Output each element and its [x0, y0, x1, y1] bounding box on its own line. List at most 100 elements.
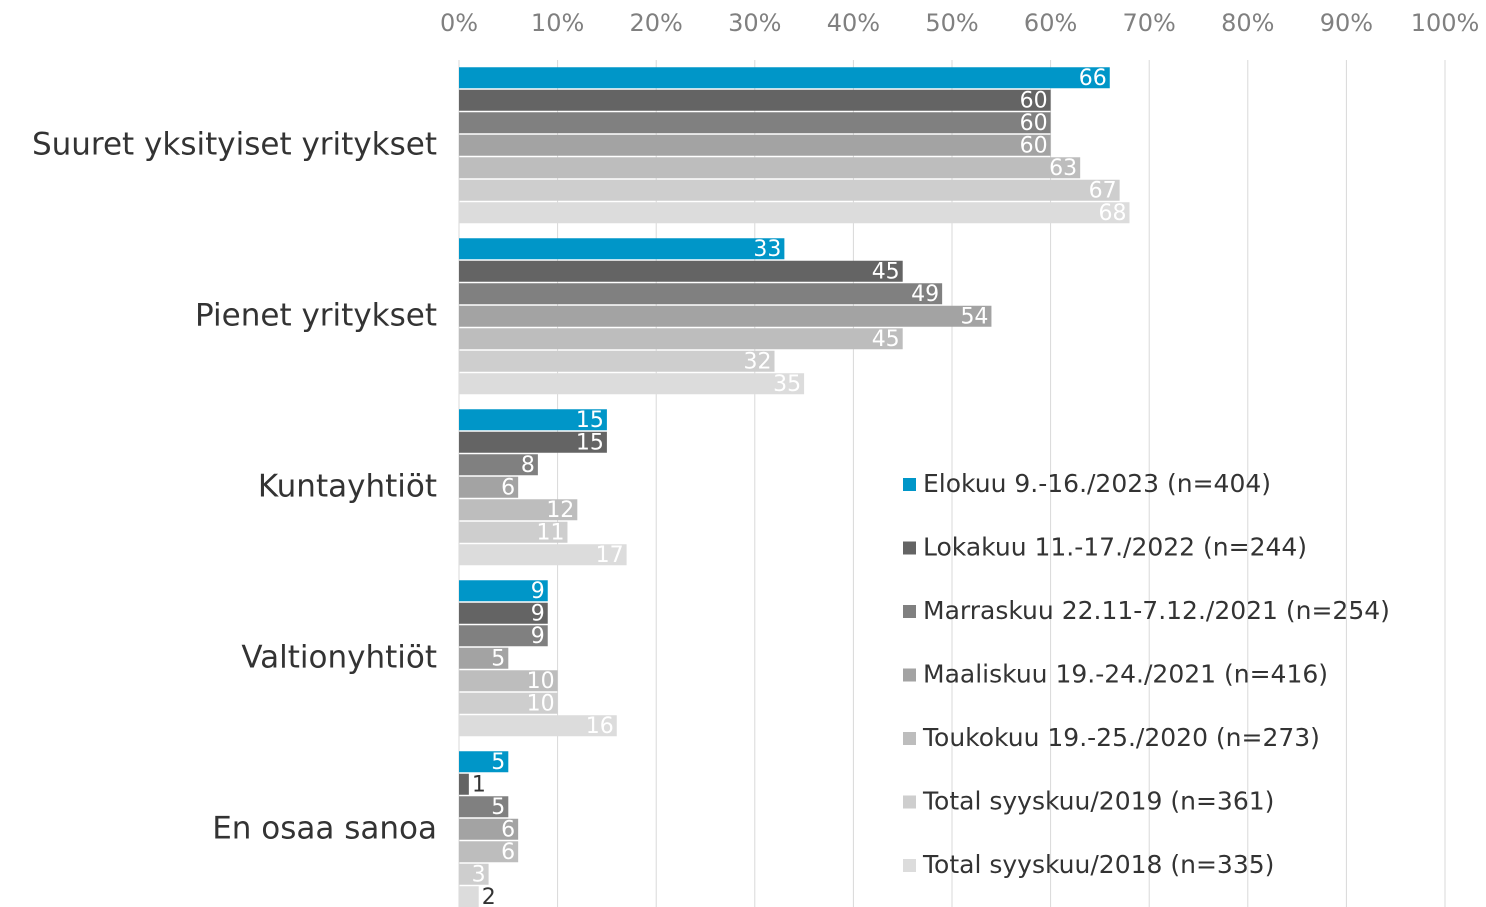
bar [459, 670, 558, 692]
bar [459, 305, 992, 327]
legend-swatch [903, 541, 916, 555]
data-label: 9 [531, 624, 545, 649]
bar [459, 647, 509, 669]
category-label: Pienet yritykset [195, 298, 437, 334]
bar [459, 89, 1051, 111]
data-label: 33 [753, 237, 781, 262]
legend-swatch [903, 478, 916, 491]
bar [459, 886, 479, 907]
data-label: 54 [960, 304, 988, 329]
legend-swatch [903, 795, 916, 809]
category-label: Valtionyhtiöt [241, 640, 437, 676]
bar [459, 67, 1110, 89]
bar [459, 625, 548, 647]
data-label: 32 [744, 349, 772, 374]
data-label: 8 [521, 453, 535, 478]
data-label: 60 [1020, 111, 1048, 136]
bar [459, 544, 627, 566]
data-label: 60 [1020, 133, 1048, 158]
bar [459, 773, 469, 795]
x-tick-label: 40% [827, 9, 880, 37]
bar [459, 818, 519, 840]
bar [459, 238, 785, 260]
legend-label: Maaliskuu 19.-24./2021 (n=416) [923, 660, 1328, 689]
bar [459, 134, 1051, 156]
data-label: 17 [596, 543, 624, 568]
bar [459, 863, 489, 885]
bar [459, 260, 903, 282]
bar [459, 409, 607, 431]
bar [459, 202, 1130, 224]
category-label: Kuntayhtiöt [258, 469, 437, 505]
data-label: 6 [501, 475, 515, 500]
bar [459, 283, 943, 305]
data-label: 66 [1079, 66, 1107, 91]
data-label: 6 [501, 840, 515, 865]
x-tick-label: 10% [531, 9, 584, 37]
legend-swatch [903, 668, 916, 682]
bar [459, 521, 568, 543]
data-label: 9 [531, 601, 545, 626]
x-tick-label: 50% [925, 9, 978, 37]
x-tick-label: 30% [728, 9, 781, 37]
x-tick-label: 80% [1221, 9, 1274, 37]
data-label: 2 [482, 885, 496, 907]
bar [459, 157, 1081, 179]
bar [459, 373, 805, 395]
x-tick-label: 0% [440, 9, 478, 37]
data-label: 9 [531, 579, 545, 604]
data-label: 5 [491, 750, 505, 775]
legend-label: Toukokuu 19.-25./2020 (n=273) [922, 723, 1320, 752]
data-label: 63 [1049, 156, 1077, 181]
data-label: 10 [527, 691, 555, 716]
data-label: 67 [1089, 178, 1117, 203]
data-label: 15 [576, 430, 604, 455]
data-label: 5 [491, 646, 505, 671]
data-label: 11 [536, 520, 564, 545]
data-label: 3 [472, 862, 486, 887]
data-label: 15 [576, 408, 604, 433]
bar [459, 841, 519, 863]
x-tick-label: 60% [1024, 9, 1077, 37]
data-label: 68 [1098, 201, 1126, 226]
legend-label: Elokuu 9.-16./2023 (n=404) [923, 469, 1271, 498]
legend-swatch [903, 732, 916, 745]
category-label: En osaa sanoa [212, 811, 437, 847]
bar [459, 454, 538, 476]
data-label: 10 [527, 669, 555, 694]
x-tick-label: 90% [1320, 9, 1373, 37]
legend-label: Total syyskuu/2019 (n=361) [922, 787, 1274, 816]
x-tick-label: 70% [1123, 9, 1176, 37]
data-label: 16 [586, 714, 614, 739]
data-label: 5 [491, 795, 505, 820]
data-label: 49 [911, 282, 939, 307]
legend-label: Total syyskuu/2018 (n=335) [922, 850, 1274, 879]
bar [459, 328, 903, 350]
x-tick-label: 20% [630, 9, 683, 37]
bar [459, 751, 509, 773]
bar [459, 179, 1120, 201]
data-label: 45 [872, 327, 900, 352]
data-label: 45 [872, 259, 900, 284]
legend-label: Lokakuu 11.-17./2022 (n=244) [923, 533, 1307, 562]
bar [459, 112, 1051, 134]
data-label: 60 [1020, 88, 1048, 113]
data-label: 35 [773, 372, 801, 397]
legend-label: Marraskuu 22.11-7.12./2021 (n=254) [923, 596, 1390, 625]
legend-swatch [903, 605, 916, 618]
data-label: 6 [501, 817, 515, 842]
x-tick-label: 100% [1411, 9, 1480, 37]
bar [459, 692, 558, 714]
bar [459, 796, 509, 818]
bar [459, 476, 519, 498]
category-label: Suuret yksityiset yritykset [32, 127, 437, 163]
data-label: 1 [472, 772, 486, 797]
legend-swatch [903, 859, 916, 872]
data-label: 12 [546, 498, 574, 523]
bar [459, 580, 548, 602]
bar [459, 602, 548, 624]
bar [459, 431, 607, 453]
bar [459, 499, 578, 521]
bar [459, 715, 617, 737]
